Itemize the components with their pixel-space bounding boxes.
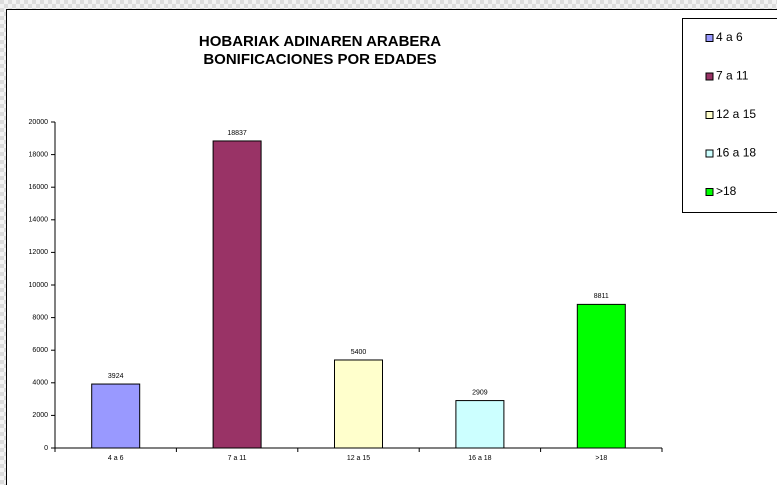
- legend-swatch: [705, 34, 714, 42]
- y-tick-label: 4000: [32, 380, 48, 387]
- bar: [212, 140, 262, 449]
- y-tick-label: 6000: [32, 347, 48, 354]
- bar: [576, 303, 626, 449]
- x-tick-label: >18: [595, 455, 607, 462]
- x-tick-label: 7 a 11: [228, 455, 247, 462]
- chart-subtitle: BONIFICACIONES POR EDADES: [203, 51, 436, 68]
- y-tick-label: 18000: [29, 151, 49, 158]
- y-tick-label: 12000: [29, 249, 49, 256]
- value-label: 8811: [594, 293, 609, 300]
- legend-label: 4 a 6: [716, 30, 743, 44]
- legend-label: 12 a 15: [716, 107, 756, 121]
- bar: [334, 359, 383, 449]
- bar: [91, 383, 141, 449]
- chart-title: HOBARIAK ADINAREN ARABERA: [199, 33, 441, 50]
- legend-swatch: [705, 149, 714, 158]
- y-tick-label: 8000: [32, 314, 48, 321]
- left-strip: [0, 9, 6, 485]
- x-tick-label: 16 a 18: [468, 455, 491, 462]
- value-label: 5400: [351, 349, 367, 356]
- x-tick-label: 4 a 6: [108, 455, 124, 462]
- legend-label: >18: [716, 184, 737, 198]
- y-tick-label: 16000: [29, 184, 49, 191]
- y-tick-label: 2000: [32, 412, 48, 419]
- y-tick-label: 0: [44, 445, 48, 452]
- legend-label: 16 a 18: [716, 146, 756, 160]
- bar: [455, 400, 505, 449]
- y-tick-label: 10000: [29, 282, 49, 289]
- value-label: 18837: [227, 130, 247, 137]
- legend-box: [682, 18, 777, 213]
- legend-swatch: [705, 188, 714, 196]
- legend-swatch: [705, 111, 714, 119]
- value-label: 2909: [472, 389, 488, 396]
- value-label: 3924: [108, 373, 124, 380]
- y-tick-label: 20000: [29, 119, 49, 126]
- y-tick-label: 14000: [29, 217, 49, 224]
- x-tick-label: 12 a 15: [347, 455, 370, 462]
- legend-label: 7 a 11: [716, 69, 749, 83]
- top-strip: [0, 0, 777, 9]
- legend-swatch: [705, 72, 714, 81]
